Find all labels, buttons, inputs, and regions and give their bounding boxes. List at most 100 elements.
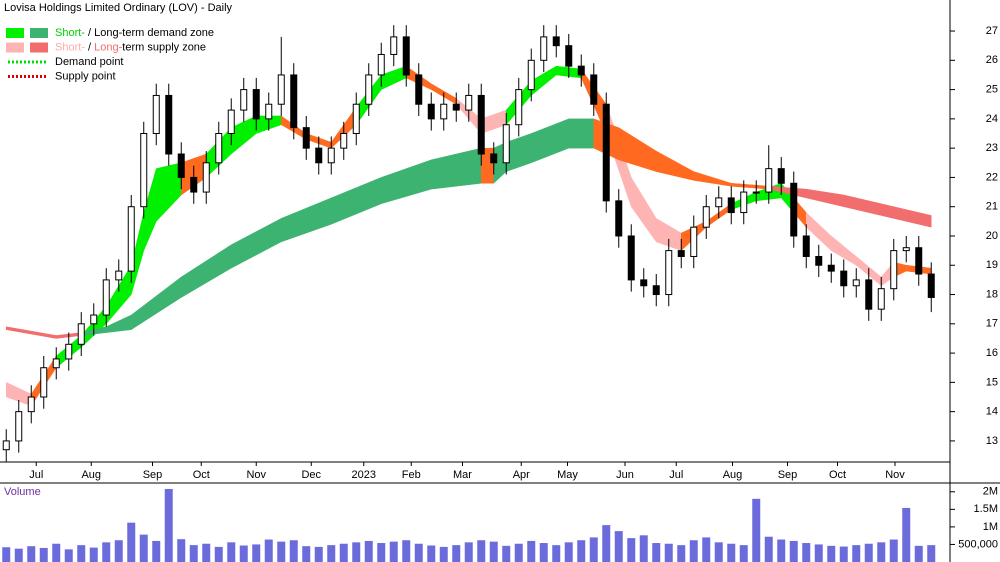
volume-bar (639, 535, 648, 562)
candle-body (365, 74, 373, 105)
candle-body (40, 367, 48, 398)
x-tick-label: Nov (246, 469, 266, 481)
volume-bar (927, 545, 936, 562)
volume-bar (414, 543, 423, 562)
volume-bar (264, 539, 273, 562)
candle-body (865, 279, 873, 310)
volume-bar (577, 540, 586, 562)
x-tick-label: Sep (143, 469, 163, 481)
y-tick-label: 17 (986, 318, 998, 330)
candle-body (52, 358, 60, 369)
volume-bar (364, 540, 373, 562)
y-tick-label: 1.5M (974, 503, 998, 515)
candle-body (440, 103, 448, 120)
candle-body (565, 45, 573, 67)
candle-body (165, 94, 173, 155)
volume-bar (777, 539, 786, 562)
volume-bar (164, 488, 173, 562)
volume-bar (702, 537, 711, 562)
candle-body (727, 197, 735, 214)
candle-body (790, 182, 798, 237)
volume-bar (502, 545, 511, 562)
candle-body (715, 197, 723, 208)
candle-body (802, 235, 810, 257)
candle-body (765, 168, 773, 193)
legend-text: Long-term demand zone (94, 27, 214, 39)
legend-label: Demand point (55, 56, 124, 68)
volume-bar (339, 543, 348, 562)
legend-text: Long- (94, 41, 122, 53)
legend-label: Supply point (55, 70, 116, 82)
x-tick-label: Apr (513, 469, 530, 481)
volume-bar (877, 542, 886, 562)
y-tick-label: 23 (986, 142, 998, 154)
candle-body (315, 147, 323, 164)
volume-bar (389, 541, 398, 562)
candle-body (465, 94, 473, 111)
volume-bar (839, 546, 848, 562)
volume-bar (564, 542, 573, 562)
volume-bar (689, 540, 698, 562)
x-tick-label: Aug (81, 469, 101, 481)
volume-bar (52, 543, 61, 562)
volume-bar (377, 543, 386, 562)
volume-bar (439, 546, 448, 562)
legend-text: Supply point (55, 70, 116, 82)
volume-bar (64, 549, 73, 562)
volume-bar (514, 543, 523, 562)
candle-body (290, 74, 298, 129)
y-tick-label: 22 (986, 171, 998, 183)
candle-body (240, 89, 248, 111)
candle-body (302, 127, 310, 149)
legend-label: Short- / Long-term supply zone (55, 41, 206, 53)
volume-bar (902, 507, 911, 562)
volume-bar (189, 545, 198, 562)
y-tick-label: 24 (986, 113, 998, 125)
candle-body (590, 74, 598, 105)
candle-body (690, 226, 698, 257)
x-tick-label: Jul (669, 469, 683, 481)
volume-bar (752, 498, 761, 562)
volume-bar (139, 534, 148, 562)
candle-body (477, 94, 485, 155)
volume-bar (489, 541, 498, 562)
volume-bar (27, 546, 36, 562)
candle-body (777, 168, 785, 184)
y-tick-label: 18 (986, 288, 998, 300)
candle-body (115, 270, 123, 281)
candle-body (927, 273, 935, 298)
y-tick-label: 20 (986, 230, 998, 242)
volume-bar (814, 544, 823, 562)
y-tick-label: 13 (986, 435, 998, 447)
volume-bar (714, 542, 723, 562)
volume-bar (864, 543, 873, 562)
candle-body (627, 235, 635, 281)
volume-bar (202, 543, 211, 562)
candle-body (840, 270, 848, 287)
volume-bar (527, 540, 536, 562)
candle-body (877, 288, 885, 310)
volume-bar (427, 545, 436, 562)
volume-bar (464, 542, 473, 562)
candle-body (202, 162, 210, 193)
volume-bar (539, 543, 548, 562)
volume-bar (152, 540, 161, 562)
candle-body (215, 133, 223, 164)
volume-bar (764, 536, 773, 562)
candle-body (827, 264, 835, 272)
y-tick-label: 14 (986, 406, 998, 418)
y-tick-label: 1M (983, 521, 998, 533)
y-tick-label: 15 (986, 376, 998, 388)
candle-body (615, 200, 623, 237)
candle-body (177, 153, 185, 178)
volume-bar (627, 538, 636, 562)
candle-body (702, 206, 710, 228)
volume-bar (652, 543, 661, 562)
volume-bar (614, 531, 623, 562)
volume-bar (602, 525, 611, 562)
legend-swatch (6, 42, 24, 53)
candle-body (640, 279, 648, 287)
legend-text: Short- (55, 41, 85, 53)
volume-bar (2, 547, 11, 562)
